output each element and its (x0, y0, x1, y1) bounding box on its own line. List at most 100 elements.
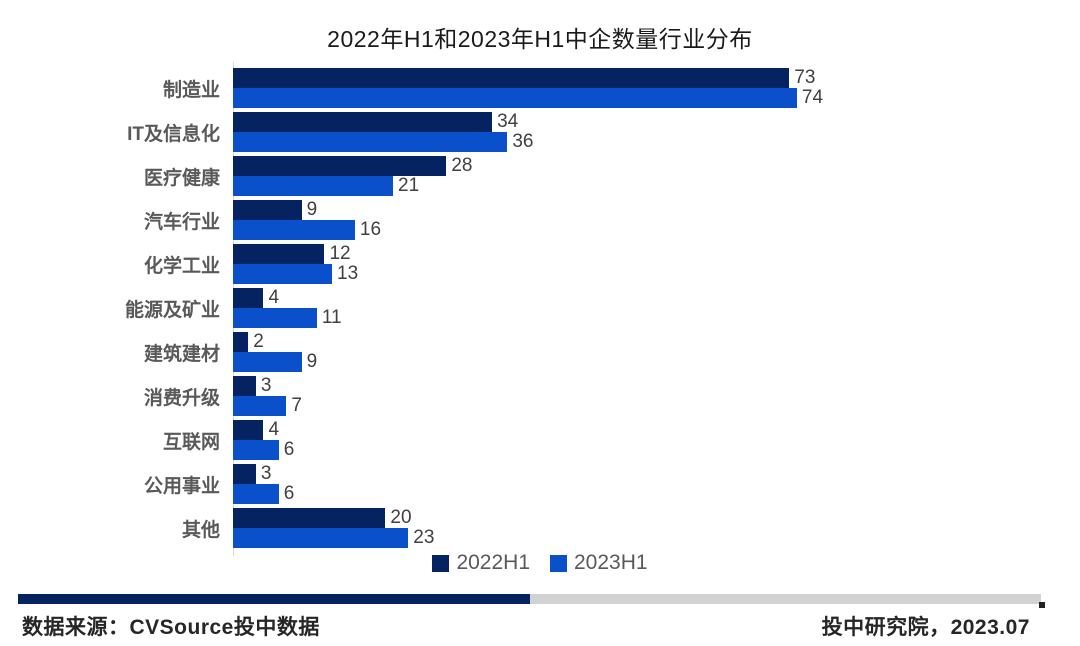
value-label: 4 (268, 287, 280, 308)
value-label: 73 (794, 67, 816, 88)
bar-pair: 28 21 (233, 156, 473, 196)
value-label: 3 (260, 463, 272, 484)
bar-line: 23 (233, 528, 434, 548)
chart-row: 互联网 4 6 (0, 420, 1080, 460)
bar-2022h1 (233, 464, 256, 484)
legend-item-2023h1: 2023H1 (550, 551, 648, 575)
category-label: 能源及矿业 (124, 299, 220, 321)
divider-notch (1039, 602, 1045, 608)
value-label: 28 (451, 155, 473, 176)
bar-line: 7 (233, 396, 302, 416)
value-label: 7 (291, 395, 302, 416)
value-label: 74 (801, 87, 824, 108)
chart-row: 能源及矿业 4 11 (0, 288, 1080, 328)
divider-progress-bar (18, 594, 530, 604)
legend-swatch-2022h1 (432, 554, 450, 572)
category-label: 互联网 (162, 431, 220, 453)
chart-row: 汽车行业 9 16 (0, 200, 1080, 240)
bar-line: 13 (233, 264, 358, 284)
bar-pair: 9 16 (233, 200, 381, 240)
value-label: 6 (283, 483, 295, 504)
category-label: 汽车行业 (143, 211, 220, 233)
value-label: 9 (306, 199, 318, 220)
value-label: 3 (260, 375, 272, 396)
bar-line: 9 (233, 200, 381, 220)
bar-2022h1 (233, 200, 302, 220)
bar-2022h1 (233, 156, 447, 176)
legend-label-2023h1: 2023H1 (574, 551, 648, 574)
bar-pair: 73 74 (233, 68, 823, 108)
legend-label-2022h1: 2022H1 (456, 551, 530, 574)
bar-2023h1 (233, 220, 355, 240)
value-label: 20 (390, 507, 412, 528)
chart-row: 建筑建材 2 9 (0, 332, 1080, 372)
bar-line: 12 (233, 244, 358, 264)
category-label: 化学工业 (143, 255, 220, 277)
bar-2022h1 (233, 508, 386, 528)
divider-track-bar (530, 594, 1041, 604)
chart-row: 公用事业 3 6 (0, 464, 1080, 504)
bar-plot: 制造业 73 74 IT及信息化 34 36 医疗健康 28 21 汽车行业 9 16 化学工业 12 13… (0, 68, 1080, 552)
bar-line: 2 (233, 332, 317, 352)
category-label: 制造业 (162, 79, 220, 101)
value-label: 6 (283, 439, 295, 460)
bar-pair: 20 23 (233, 508, 434, 548)
bar-line: 6 (233, 440, 294, 460)
category-label: 建筑建材 (143, 343, 220, 365)
bar-2022h1 (233, 244, 325, 264)
value-label: 4 (268, 419, 280, 440)
bar-line: 74 (233, 88, 823, 108)
bar-line: 3 (233, 376, 302, 396)
category-label: IT及信息化 (127, 123, 220, 145)
legend: 2022H1 2023H1 (0, 551, 1080, 575)
bar-2022h1 (233, 332, 249, 352)
bar-2022h1 (233, 288, 264, 308)
value-label: 12 (329, 243, 351, 264)
value-label: 13 (337, 263, 359, 284)
bar-2022h1 (233, 68, 790, 88)
value-label: 23 (413, 527, 435, 548)
bar-2023h1 (233, 88, 797, 108)
bar-line: 11 (233, 308, 342, 328)
bar-2023h1 (233, 396, 287, 416)
bar-pair: 4 11 (233, 288, 342, 328)
bar-line: 16 (233, 220, 381, 240)
bar-2023h1 (233, 528, 409, 548)
bar-2023h1 (233, 308, 317, 328)
data-source-text: 数据来源：CVSource投中数据 (22, 616, 320, 639)
bar-line: 6 (233, 484, 294, 504)
chart-title: 2022年H1和2023年H1中企数量行业分布 (327, 26, 753, 52)
bar-line: 4 (233, 288, 342, 308)
bar-2023h1 (233, 176, 394, 196)
bar-line: 36 (233, 132, 533, 152)
legend-swatch-2023h1 (550, 554, 567, 572)
chart-row: IT及信息化 34 36 (0, 112, 1080, 152)
credit-text: 投中研究院，2023.07 (821, 616, 1030, 639)
bar-2023h1 (233, 440, 279, 460)
value-label: 21 (398, 175, 420, 196)
bar-2023h1 (233, 264, 333, 284)
chart-row: 医疗健康 28 21 (0, 156, 1080, 196)
bar-line: 73 (233, 68, 823, 88)
bar-2023h1 (233, 484, 279, 504)
bar-pair: 12 13 (233, 244, 358, 284)
chart-row: 消费升级 3 7 (0, 376, 1080, 416)
bar-2022h1 (233, 112, 493, 132)
bar-line: 3 (233, 464, 294, 484)
bar-2022h1 (233, 420, 264, 440)
bar-line: 9 (233, 352, 317, 372)
bar-pair: 34 36 (233, 112, 533, 152)
value-label: 11 (321, 307, 342, 328)
value-label: 36 (512, 131, 534, 152)
bar-2023h1 (233, 132, 508, 152)
bar-line: 21 (233, 176, 473, 196)
category-label: 其他 (181, 519, 220, 541)
category-label: 消费升级 (143, 387, 220, 409)
category-label: 医疗健康 (143, 167, 220, 189)
value-label: 2 (253, 331, 264, 352)
